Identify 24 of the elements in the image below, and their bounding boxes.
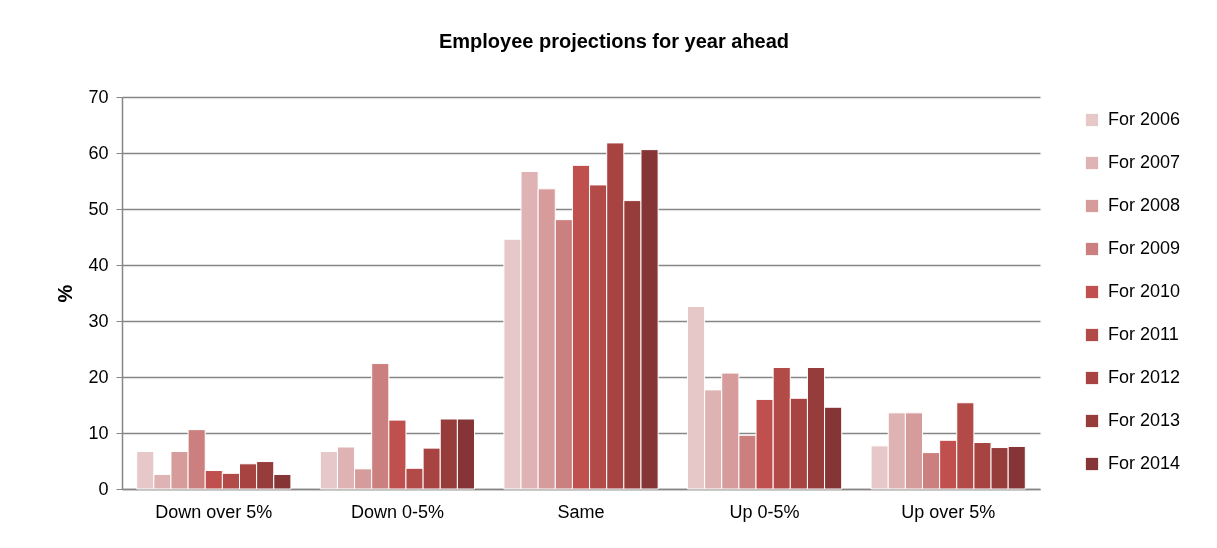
y-axis-title: % [54, 284, 77, 303]
y-tick-label: 50 [88, 198, 109, 219]
y-tick-label: 60 [88, 142, 109, 163]
chart-title: Employee projections for year ahead [438, 30, 790, 52]
y-tick-label: 20 [88, 366, 109, 387]
y-tick-label: 0 [98, 478, 109, 499]
y-tick-label: 30 [88, 310, 109, 331]
y-tick-label: 40 [88, 254, 109, 275]
legend-label: For 2014 [1108, 453, 1181, 473]
x-tick-label: Same [557, 501, 605, 522]
legend-label: For 2010 [1108, 281, 1181, 301]
legend-label: For 2008 [1108, 195, 1181, 215]
x-tick-label: Up 0-5% [729, 501, 800, 522]
x-tick-label: Down over 5% [155, 501, 273, 522]
legend-label: For 2006 [1108, 109, 1181, 129]
x-tick-label: Down 0-5% [350, 501, 444, 522]
y-tick-label: 70 [88, 86, 109, 107]
y-tick-label: 10 [88, 422, 109, 443]
legend-label: For 2009 [1108, 238, 1181, 258]
x-tick-label: Up over 5% [901, 501, 996, 522]
legend-label: For 2011 [1108, 324, 1179, 344]
legend-label: For 2007 [1108, 152, 1181, 172]
legend-label: For 2012 [1108, 367, 1181, 387]
legend-label: For 2013 [1108, 410, 1181, 430]
